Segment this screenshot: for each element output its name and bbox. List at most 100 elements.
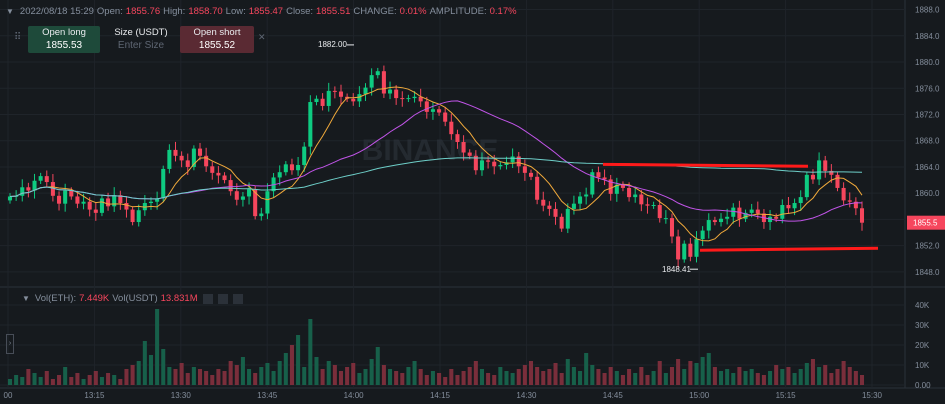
time-tick-label: 14:45	[603, 391, 624, 400]
candle-body	[32, 180, 37, 191]
volume-bar	[357, 373, 362, 385]
ohlc-date: 2022/08/18 15:29	[19, 5, 94, 17]
candle-body	[240, 196, 245, 200]
volume-bar	[167, 367, 172, 385]
candle-body	[620, 184, 625, 188]
volume-bar	[553, 363, 558, 385]
candle-body	[449, 121, 454, 135]
collapse-icon[interactable]: ▼	[6, 6, 14, 16]
volume-bar	[424, 375, 429, 385]
candle-body	[694, 239, 699, 257]
open-short-button[interactable]: Open short 1855.52	[180, 26, 254, 53]
volume-bar	[271, 371, 276, 385]
candle-body	[498, 164, 503, 167]
volume-bar	[620, 375, 625, 385]
open-long-price: 1855.53	[45, 40, 83, 51]
volume-bar	[50, 379, 55, 385]
volume-bar	[516, 369, 521, 385]
open-long-button[interactable]: Open long 1855.53	[28, 26, 100, 53]
candle-body	[289, 164, 294, 171]
settings-icon[interactable]	[202, 293, 213, 304]
candle-body	[296, 164, 301, 171]
volume-bar	[688, 361, 693, 385]
volume-bar	[774, 365, 779, 385]
volume-bar	[308, 319, 313, 385]
candle-body	[565, 208, 570, 229]
size-label: Size (USDT)	[114, 27, 168, 38]
candle-body	[44, 176, 49, 183]
candle-body	[430, 109, 435, 112]
amplitude-label: AMPLITUDE:	[429, 5, 487, 17]
volume-bar	[761, 375, 766, 385]
drag-handle-icon[interactable]: ⠿	[14, 32, 22, 43]
candle-body	[369, 75, 374, 88]
volume-bar	[737, 367, 742, 385]
candle-body	[823, 160, 828, 171]
expand-panel-icon[interactable]: ›	[6, 334, 14, 354]
price-tick-label: 1852.0	[915, 242, 940, 251]
change-label: CHANGE:	[353, 5, 397, 17]
candle-body	[841, 187, 846, 201]
candle-body	[50, 182, 55, 196]
volume-bar	[829, 373, 834, 385]
candle-body	[614, 184, 619, 194]
price-tick-label: 1880.0	[915, 58, 940, 67]
volume-bar	[326, 361, 331, 385]
candle-body	[510, 156, 515, 163]
hide-icon[interactable]	[217, 293, 228, 304]
volume-bar	[602, 373, 607, 385]
volume-bar	[706, 353, 711, 385]
volume-bar	[682, 369, 687, 385]
low-value: 1855.47	[248, 5, 284, 17]
volume-bar	[492, 375, 497, 385]
ma-long-line	[9, 157, 863, 200]
time-tick-label: 15:00	[689, 391, 710, 400]
candle-body	[400, 98, 405, 100]
volume-bar	[99, 377, 104, 385]
time-tick-label: 15:30	[862, 391, 883, 400]
volume-bar	[69, 377, 74, 385]
candle-body	[247, 189, 252, 197]
volume-bar	[289, 345, 294, 385]
volume-bar	[351, 363, 356, 385]
close-panel-icon[interactable]: ✕	[258, 32, 266, 42]
size-placeholder: Enter Size	[117, 40, 165, 51]
volume-axis: 40K 30K 20K 10K 0.00	[915, 301, 931, 390]
volume-bar	[430, 371, 435, 385]
size-input[interactable]: Size (USDT) Enter Size	[106, 26, 176, 53]
volume-bar	[731, 373, 736, 385]
candle-body	[81, 201, 86, 204]
vol-eth-value: 7.449K	[79, 293, 110, 304]
volume-bar	[222, 371, 227, 385]
volume-bar	[216, 369, 221, 385]
volume-bar	[841, 361, 846, 385]
volume-bar	[522, 365, 527, 385]
volume-bar	[388, 369, 393, 385]
volume-bar	[590, 365, 595, 385]
volume-bar	[504, 371, 509, 385]
volume-bar	[725, 369, 730, 385]
volume-collapse-icon[interactable]: ▼	[22, 294, 30, 303]
candle-body	[516, 156, 521, 167]
candle-body	[737, 207, 742, 219]
volume-bar	[804, 363, 809, 385]
trendlines	[602, 162, 879, 252]
volume-bar	[14, 375, 19, 385]
volume-bar	[142, 341, 147, 385]
volume-bar	[240, 357, 245, 385]
volume-bar	[63, 367, 68, 385]
volume-tick-label: 30K	[915, 321, 930, 330]
candle-body	[455, 134, 460, 143]
volume-bar	[130, 365, 135, 385]
volume-bar	[265, 363, 270, 385]
volume-bar	[93, 371, 98, 385]
open-short-label: Open short	[193, 27, 241, 38]
candle-body	[718, 218, 724, 223]
candle-body	[191, 148, 196, 167]
amplitude-value: 0.17%	[489, 5, 517, 17]
candle-body	[338, 91, 344, 97]
price-tick-label: 1888.0	[915, 6, 940, 15]
volume-bar	[259, 367, 264, 385]
volume-bar	[332, 365, 337, 385]
remove-icon[interactable]	[232, 293, 243, 304]
